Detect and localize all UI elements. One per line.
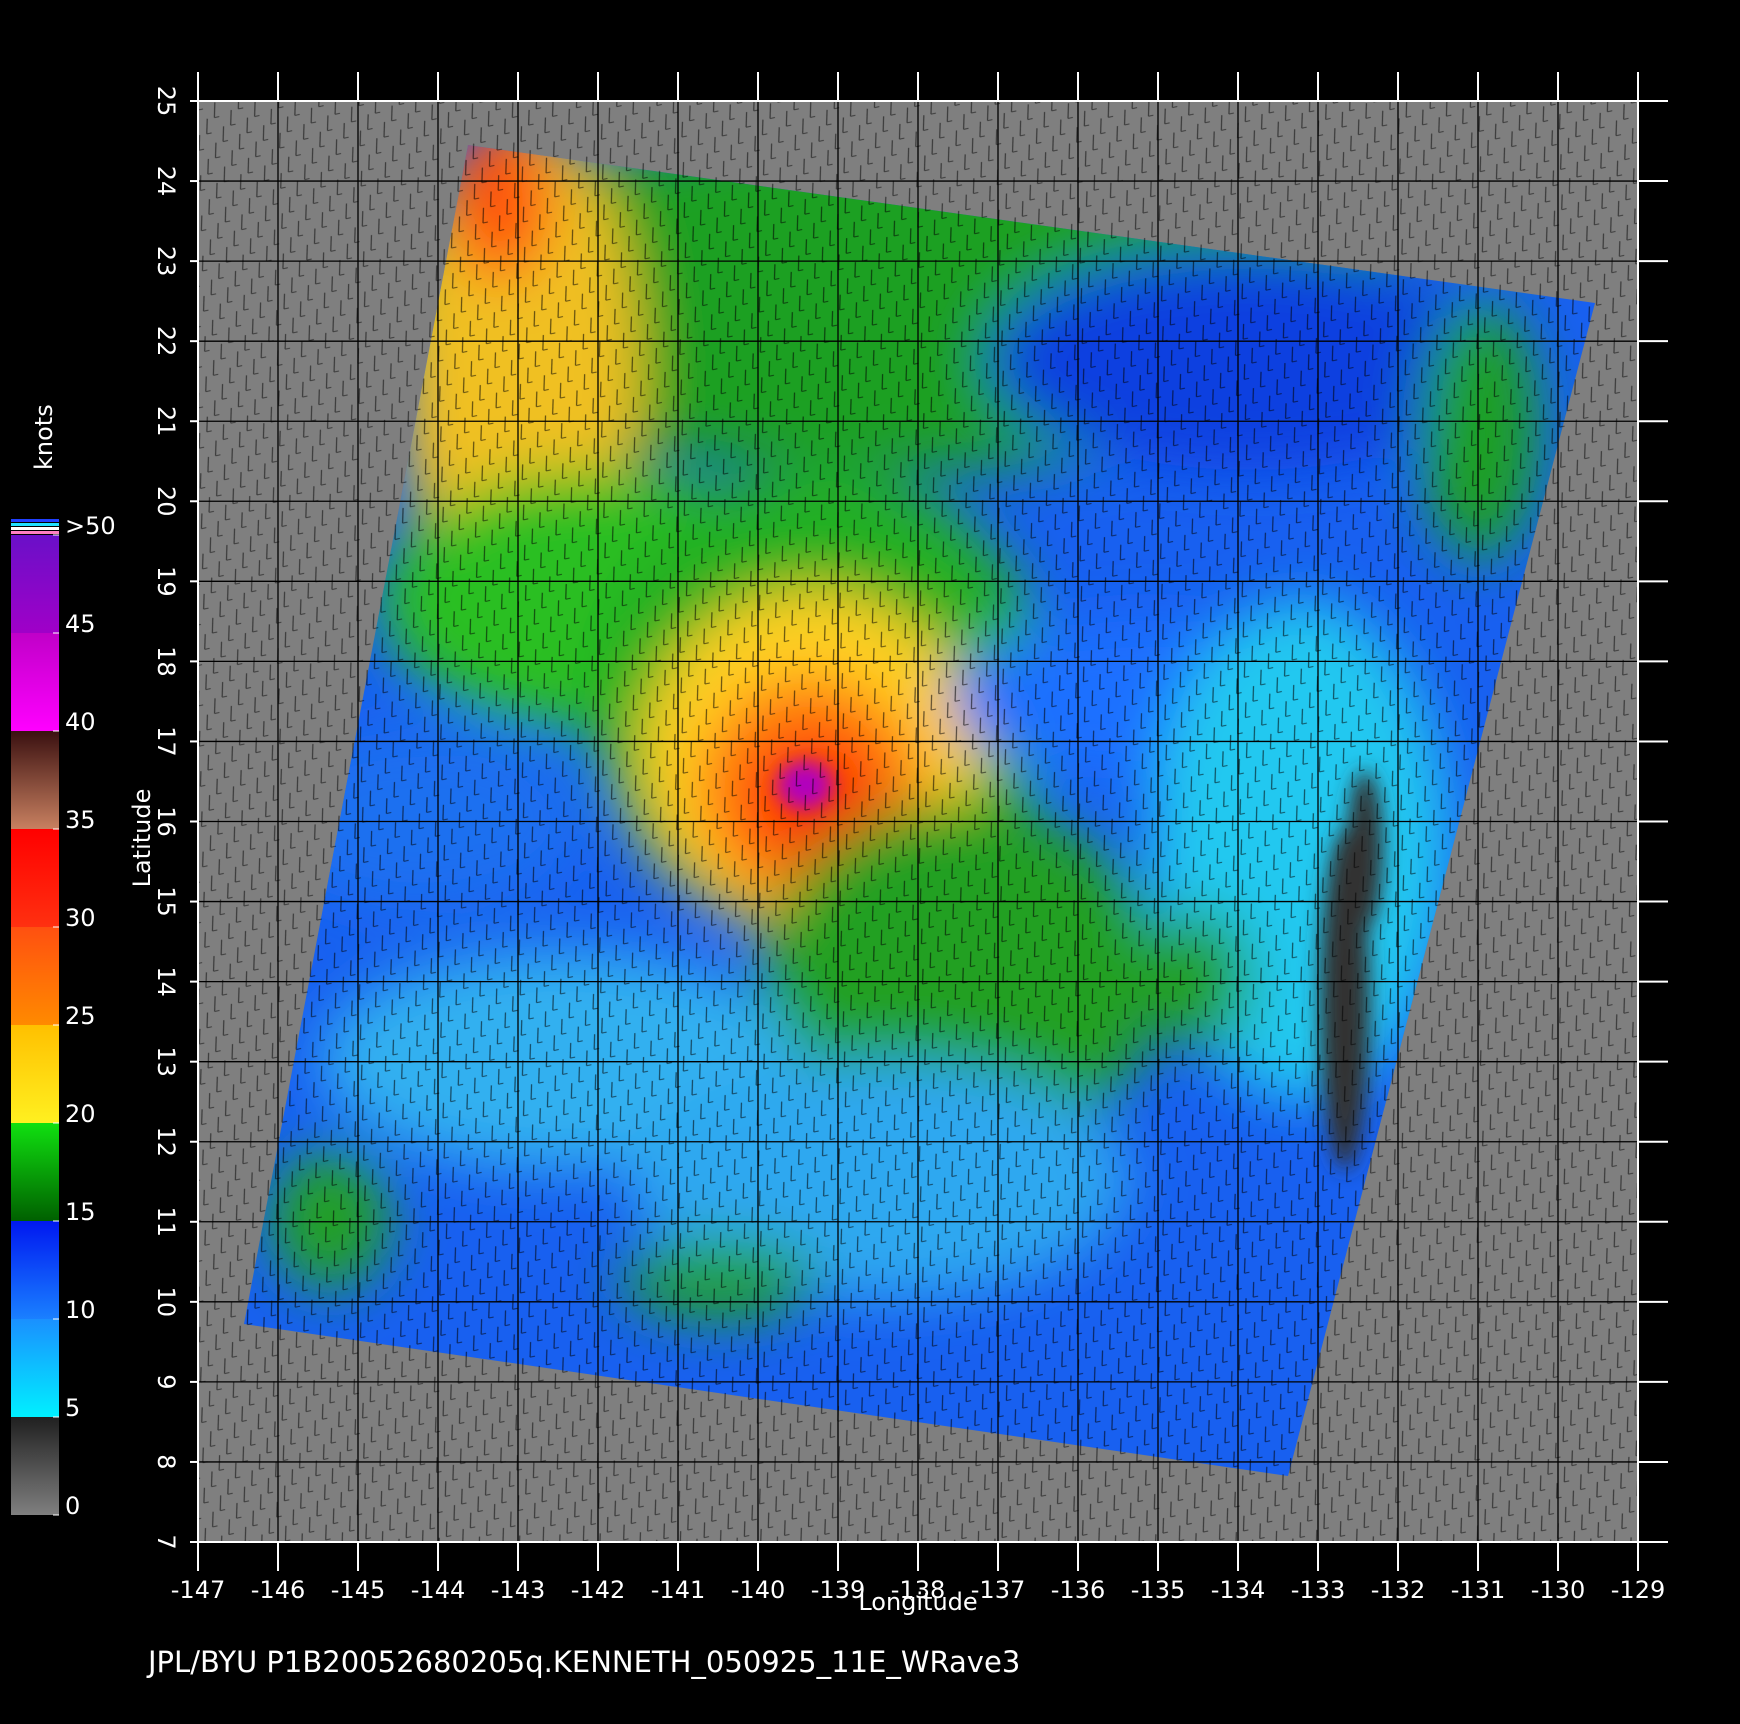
y-tick-label: 16: [152, 806, 180, 837]
y-tick-label: 14: [152, 966, 180, 997]
x-tick-label: -147: [171, 1576, 225, 1604]
colorbar-segment: [11, 1025, 59, 1123]
x-axis-label: Longitude: [858, 1588, 977, 1616]
colorbar-label: knots: [30, 404, 58, 470]
x-tick-label: -136: [1051, 1576, 1105, 1604]
x-tick-label: -133: [1291, 1576, 1345, 1604]
y-tick-label: 19: [152, 566, 180, 597]
colorbar-tick-label: 0: [65, 1492, 80, 1520]
colorbar-segment: [11, 731, 59, 829]
colorbar-cap: [11, 523, 59, 526]
colorbar-segment: [11, 1123, 59, 1221]
axes: -147 -146 -145 -144 -143 -142 -141 -140 -139 -138…: [11, 72, 1668, 1604]
colorbar-segment: [11, 1221, 59, 1319]
y-axis-label: Latitude: [128, 789, 156, 888]
y-tick-label: 23: [152, 246, 180, 277]
x-tick-label: -140: [731, 1576, 785, 1604]
colorbar-segment: [11, 1417, 59, 1515]
colorbar-segment: [11, 829, 59, 927]
x-tick-label: -130: [1531, 1576, 1585, 1604]
colorbar-segment: [11, 1319, 59, 1417]
y-tick-label: 20: [152, 486, 180, 517]
y-tick-label: 8: [152, 1454, 180, 1469]
colorbar-tick-label: 40: [65, 708, 96, 736]
x-tick-label: -144: [411, 1576, 465, 1604]
plot-frame: [197, 100, 1639, 1543]
x-tick-label: -142: [571, 1576, 625, 1604]
x-tick-label: -129: [1611, 1576, 1665, 1604]
y-tick-label: 18: [152, 646, 180, 677]
colorbar-tick-label: 30: [65, 904, 96, 932]
colorbar-tick-label: 25: [65, 1002, 96, 1030]
colorbar-segment: [11, 535, 59, 633]
x-tick-label: -146: [251, 1576, 305, 1604]
wind-swath: [244, 145, 1595, 1476]
x-tick-label: -135: [1131, 1576, 1185, 1604]
x-tick-label: -132: [1371, 1576, 1425, 1604]
colorbar-segment: [11, 927, 59, 1025]
x-tick-label: -131: [1451, 1576, 1505, 1604]
colorbar-cap: [11, 527, 59, 530]
y-tick-label: 24: [152, 166, 180, 197]
x-tick-label: -138: [891, 1576, 945, 1604]
x-tick-label: -139: [811, 1576, 865, 1604]
y-tick-label: 7: [152, 1534, 180, 1549]
colorbar-cap: [11, 519, 59, 522]
colorbar-cap: [11, 531, 59, 534]
y-tick-label: 25: [152, 86, 180, 117]
colorbar-tick-label: 45: [65, 610, 96, 638]
colorbar-tick-label: >50: [65, 512, 116, 540]
colorbar-tick-label: 20: [65, 1100, 96, 1128]
y-tick-label: 21: [152, 406, 180, 437]
y-tick-label: 9: [152, 1374, 180, 1389]
x-tick-label: -143: [491, 1576, 545, 1604]
x-tick-label: -134: [1211, 1576, 1265, 1604]
y-tick-label: 15: [152, 886, 180, 917]
footer: JPL/BYU P1B20052680205q.KENNETH_050925_1…: [146, 1645, 1020, 1679]
y-tick-label: 11: [152, 1207, 180, 1238]
x-tick-label: -137: [971, 1576, 1025, 1604]
colorbar-segment: [11, 633, 59, 731]
y-tick-label: 10: [152, 1287, 180, 1318]
y-tick-label: 22: [152, 326, 180, 357]
colorbar-tick-label: 35: [65, 806, 96, 834]
x-tick-label: -141: [651, 1576, 705, 1604]
colorbar-tick-label: 10: [65, 1296, 96, 1324]
y-tick-label: 17: [152, 726, 180, 757]
y-tick-label: 13: [152, 1046, 180, 1077]
x-tick-label: -145: [331, 1576, 385, 1604]
colorbar-tick-label: 5: [65, 1394, 80, 1422]
y-tick-label: 12: [152, 1126, 180, 1157]
colorbar-tick-label: 15: [65, 1198, 96, 1226]
